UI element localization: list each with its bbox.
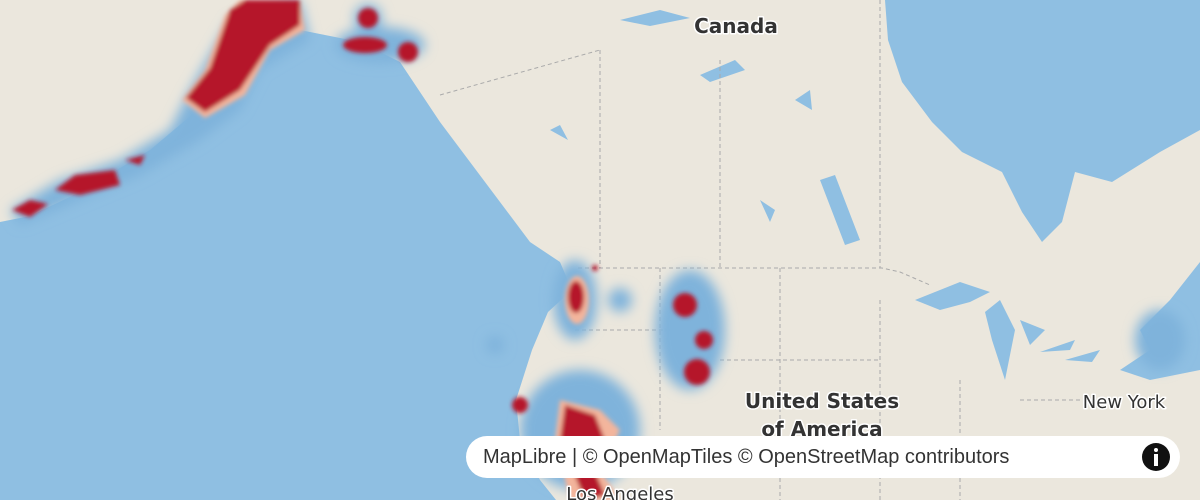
hudson-bay: [885, 0, 1200, 242]
great-lakes: [915, 282, 1100, 380]
attribution: MapLibre | © OpenMapTiles © OpenStreetMa…: [466, 436, 1180, 478]
city-label: New York: [1083, 392, 1166, 413]
pacific-ocean: [0, 30, 572, 500]
attribution-link[interactable]: OpenMapTiles: [603, 446, 733, 468]
country-label: Canada: [694, 14, 778, 38]
country-label: United States: [745, 389, 899, 413]
attribution-text: ©: [732, 446, 759, 468]
city-label: Los Angeles: [566, 484, 674, 500]
attribution-link[interactable]: MapLibre: [483, 446, 567, 468]
attribution-text: | ©: [566, 446, 603, 468]
attribution-link[interactable]: OpenStreetMap contributors: [758, 446, 1010, 468]
info-button[interactable]: [1142, 443, 1170, 471]
